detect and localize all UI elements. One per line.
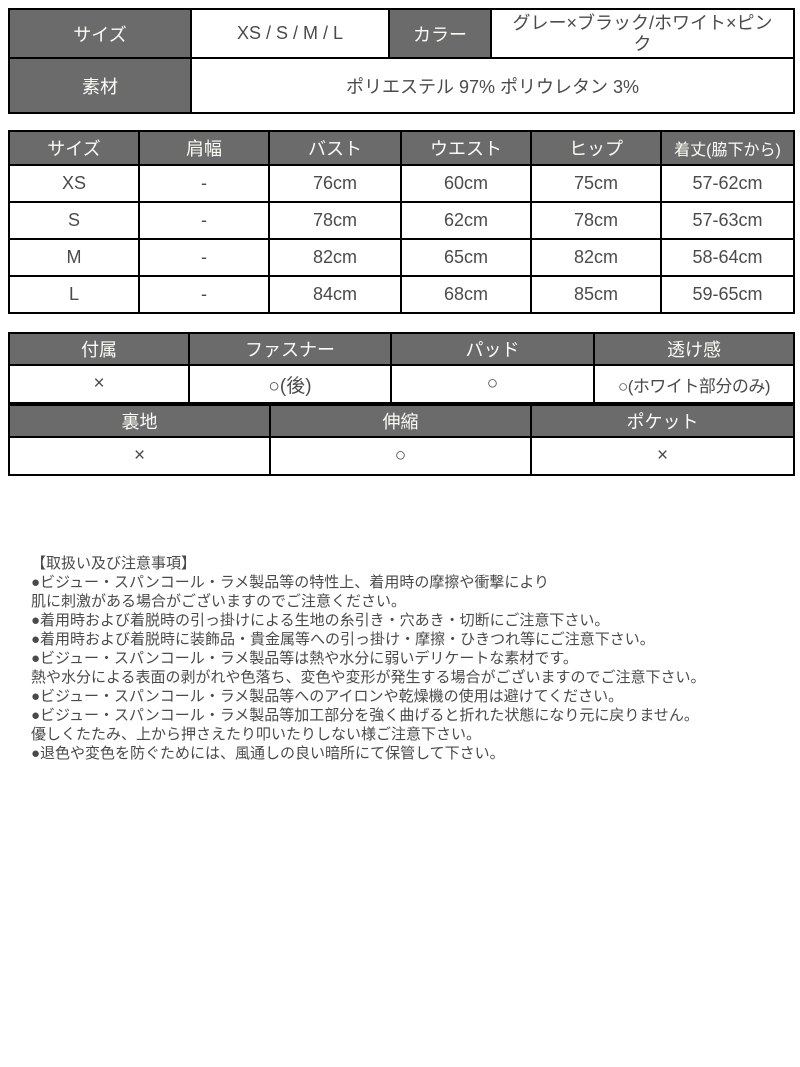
care-note-line: ●ビジュー・スパンコール・ラメ製品等の特性上、着用時の摩擦や衝撃により	[31, 574, 550, 591]
pocket-header: ポケット	[530, 404, 795, 438]
lining-header: 裏地	[8, 404, 271, 438]
features-table-1: 付属 ファスナー パッド 透け感 × ○(後) ○ ○(ホワイト部分のみ)	[8, 332, 795, 404]
length-cell: 58-64cm	[660, 238, 795, 277]
pad-value: ○	[390, 364, 595, 404]
hip-cell: 75cm	[530, 164, 662, 203]
size-chart-row-s: S - 78cm 62cm 78cm 57-63cm	[8, 201, 795, 240]
spec-size-value: XS / S / M / L	[190, 8, 390, 59]
hip-cell: 82cm	[530, 238, 662, 277]
stretch-header: 伸縮	[269, 404, 532, 438]
size-cell: S	[8, 201, 140, 240]
waist-cell: 60cm	[400, 164, 532, 203]
spec-material-label: 素材	[8, 57, 192, 114]
size-chart-header-row: サイズ 肩幅 バスト ウエスト ヒップ 着丈(脇下から)	[8, 130, 795, 166]
care-note-line: ●ビジュー・スパンコール・ラメ製品等へのアイロンや乾燥機の使用は避けてください。	[31, 688, 624, 705]
care-notes-title: 【取扱い及び注意事項】	[31, 555, 197, 572]
spec-table: サイズ XS / S / M / L カラー グレー×ブラック/ホワイト×ピンク…	[8, 8, 795, 114]
size-cell: XS	[8, 164, 140, 203]
bust-cell: 84cm	[268, 275, 402, 314]
waist-cell: 62cm	[400, 201, 532, 240]
size-chart-header: 着丈(脇下から)	[660, 130, 795, 166]
size-cell: M	[8, 238, 140, 277]
care-note-line: 優しくたたみ、上から押さえたり叩いたりしない様ご注意下さい。	[31, 726, 482, 743]
size-chart-header: ウエスト	[400, 130, 532, 166]
shoulder-cell: -	[138, 275, 270, 314]
length-cell: 57-63cm	[660, 201, 795, 240]
size-chart-header: 肩幅	[138, 130, 270, 166]
size-chart-header: サイズ	[8, 130, 140, 166]
care-note-line: 肌に刺激がある場合がございますのでご注意ください。	[31, 593, 407, 610]
pocket-value: ×	[530, 436, 795, 476]
waist-cell: 65cm	[400, 238, 532, 277]
spec-color-value: グレー×ブラック/ホワイト×ピンク	[490, 8, 795, 59]
length-cell: 59-65cm	[660, 275, 795, 314]
attachment-value: ×	[8, 364, 190, 404]
size-chart-row-l: L - 84cm 68cm 85cm 59-65cm	[8, 275, 795, 314]
size-chart-row-xs: XS - 76cm 60cm 75cm 57-62cm	[8, 164, 795, 203]
hip-cell: 85cm	[530, 275, 662, 314]
care-note-line: 熱や水分による表面の剥がれや色落ち、変色や変形が発生する場合がございますのでご注…	[31, 669, 706, 686]
features-1-value-row: × ○(後) ○ ○(ホワイト部分のみ)	[8, 364, 795, 404]
bust-cell: 82cm	[268, 238, 402, 277]
lining-value: ×	[8, 436, 271, 476]
care-note-line: ●着用時および着脱時の引っ掛けによる生地の糸引き・穴あき・切断にご注意下さい。	[31, 612, 610, 629]
sheerness-header: 透け感	[593, 332, 795, 366]
fastener-header: ファスナー	[188, 332, 392, 366]
care-note-line: ●退色や変色を防ぐためには、風通しの良い暗所にて保管して下さい。	[31, 745, 505, 762]
spec-size-label: サイズ	[8, 8, 192, 59]
features-table-2: 裏地 伸縮 ポケット × ○ ×	[8, 404, 795, 476]
spec-color-label: カラー	[388, 8, 492, 59]
bust-cell: 78cm	[268, 201, 402, 240]
care-note-line: ●ビジュー・スパンコール・ラメ製品等加工部分を強く曲げると折れた状態になり元に戻…	[31, 707, 699, 724]
bust-cell: 76cm	[268, 164, 402, 203]
length-cell: 57-62cm	[660, 164, 795, 203]
shoulder-cell: -	[138, 201, 270, 240]
shoulder-cell: -	[138, 238, 270, 277]
size-cell: L	[8, 275, 140, 314]
care-note-line: ●着用時および着脱時に装飾品・貴金属等への引っ掛け・摩擦・ひきつれ等にご注意下さ…	[31, 631, 655, 648]
care-note-line: ●ビジュー・スパンコール・ラメ製品等は熱や水分に弱いデリケートな素材です。	[31, 650, 578, 667]
care-notes: 【取扱い及び注意事項】 ●ビジュー・スパンコール・ラメ製品等の特性上、着用時の摩…	[31, 554, 793, 763]
pad-header: パッド	[390, 332, 595, 366]
spec-material-value: ポリエステル 97% ポリウレタン 3%	[190, 57, 795, 114]
shoulder-cell: -	[138, 164, 270, 203]
size-chart-header: バスト	[268, 130, 402, 166]
stretch-value: ○	[269, 436, 532, 476]
size-chart-header: ヒップ	[530, 130, 662, 166]
spec-color-value-text: グレー×ブラック/ホワイト×ピンク	[512, 12, 773, 54]
features-2-value-row: × ○ ×	[8, 436, 795, 476]
fastener-value: ○(後)	[188, 364, 392, 404]
product-spec-page: サイズ XS / S / M / L カラー グレー×ブラック/ホワイト×ピンク…	[8, 8, 795, 763]
size-chart-row-m: M - 82cm 65cm 82cm 58-64cm	[8, 238, 795, 277]
sheerness-value: ○(ホワイト部分のみ)	[593, 364, 795, 404]
features-2-header-row: 裏地 伸縮 ポケット	[8, 404, 795, 438]
features-1-header-row: 付属 ファスナー パッド 透け感	[8, 332, 795, 366]
waist-cell: 68cm	[400, 275, 532, 314]
size-chart-table: サイズ 肩幅 バスト ウエスト ヒップ 着丈(脇下から) XS - 76cm 6…	[8, 130, 795, 314]
hip-cell: 78cm	[530, 201, 662, 240]
attachment-header: 付属	[8, 332, 190, 366]
